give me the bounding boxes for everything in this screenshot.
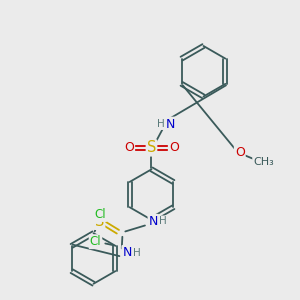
Text: Cl: Cl xyxy=(94,208,106,221)
Text: N: N xyxy=(148,215,158,228)
Text: S: S xyxy=(147,140,156,155)
Text: N: N xyxy=(122,246,132,259)
Text: N: N xyxy=(166,118,176,130)
Text: O: O xyxy=(169,141,179,154)
Text: Cl: Cl xyxy=(90,235,101,248)
Text: O: O xyxy=(235,146,245,159)
Text: S: S xyxy=(95,214,104,229)
Text: O: O xyxy=(124,141,134,154)
Text: H: H xyxy=(133,248,141,257)
Text: CH₃: CH₃ xyxy=(253,157,274,167)
Text: H: H xyxy=(160,216,167,226)
Text: H: H xyxy=(158,119,165,129)
